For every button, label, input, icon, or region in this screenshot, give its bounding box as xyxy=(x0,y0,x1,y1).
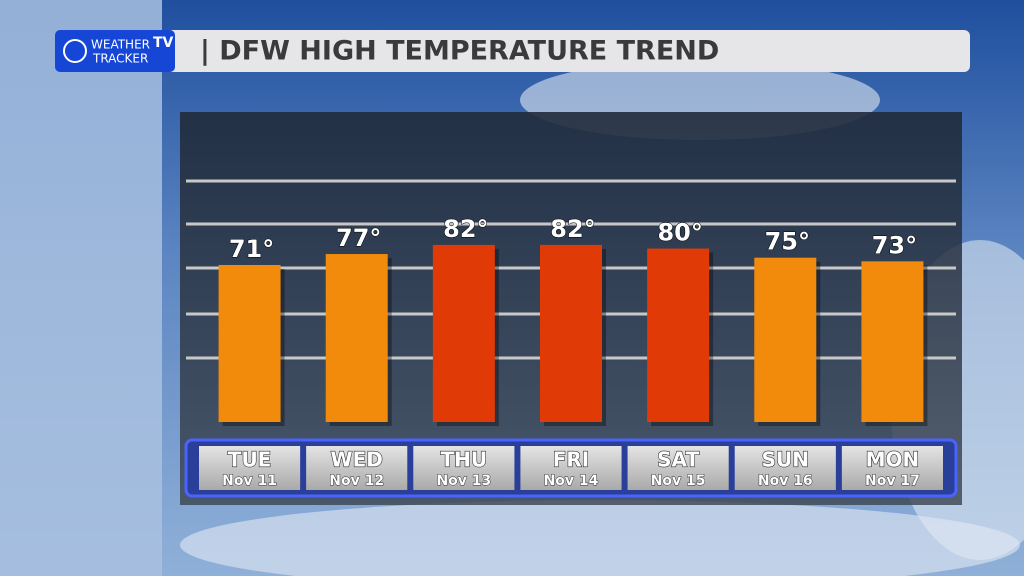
bar xyxy=(540,244,602,422)
date-label: Nov 12 xyxy=(329,473,384,489)
day-cell xyxy=(199,446,301,490)
day-label: FRI xyxy=(553,448,590,472)
bar xyxy=(647,248,710,422)
title-bar xyxy=(55,30,970,72)
day-cell xyxy=(734,446,836,490)
day-cell xyxy=(520,446,622,490)
bar xyxy=(754,257,817,422)
logo-text: WEATHER xyxy=(91,38,150,52)
bar xyxy=(218,264,281,422)
day-label: MON xyxy=(866,448,920,472)
date-label: Nov 14 xyxy=(544,473,599,489)
logo-text: TRACKER xyxy=(92,52,148,66)
date-label: Nov 15 xyxy=(651,473,706,489)
day-label: SUN xyxy=(762,448,809,472)
day-cell xyxy=(413,446,515,490)
value-label: 71° xyxy=(229,235,274,263)
date-label: Nov 17 xyxy=(865,473,920,489)
value-label: 73° xyxy=(872,231,917,259)
side-panel xyxy=(0,0,162,576)
day-cell xyxy=(627,446,729,490)
logo-box xyxy=(55,30,175,72)
day-label: SAT xyxy=(657,448,699,472)
day-label: WED xyxy=(331,448,383,472)
bar xyxy=(432,244,495,422)
day-label: THU xyxy=(441,448,488,472)
date-label: Nov 16 xyxy=(758,473,813,489)
title: | DFW HIGH TEMPERATURE TREND xyxy=(200,36,719,67)
date-label: Nov 11 xyxy=(222,473,277,489)
logo-badge: TV xyxy=(153,35,174,51)
date-label: Nov 13 xyxy=(436,473,491,489)
day-cell xyxy=(841,446,943,490)
value-label: 82° xyxy=(550,215,595,243)
day-label: TUE xyxy=(228,448,272,472)
logo-icon xyxy=(63,39,87,63)
cloud xyxy=(180,500,1020,576)
value-label: 75° xyxy=(765,228,810,256)
value-label: 80° xyxy=(657,219,702,247)
bar xyxy=(325,254,388,422)
value-label: 77° xyxy=(336,224,381,252)
value-label: 82° xyxy=(443,215,488,243)
bar xyxy=(861,261,924,422)
day-cell xyxy=(306,446,408,490)
